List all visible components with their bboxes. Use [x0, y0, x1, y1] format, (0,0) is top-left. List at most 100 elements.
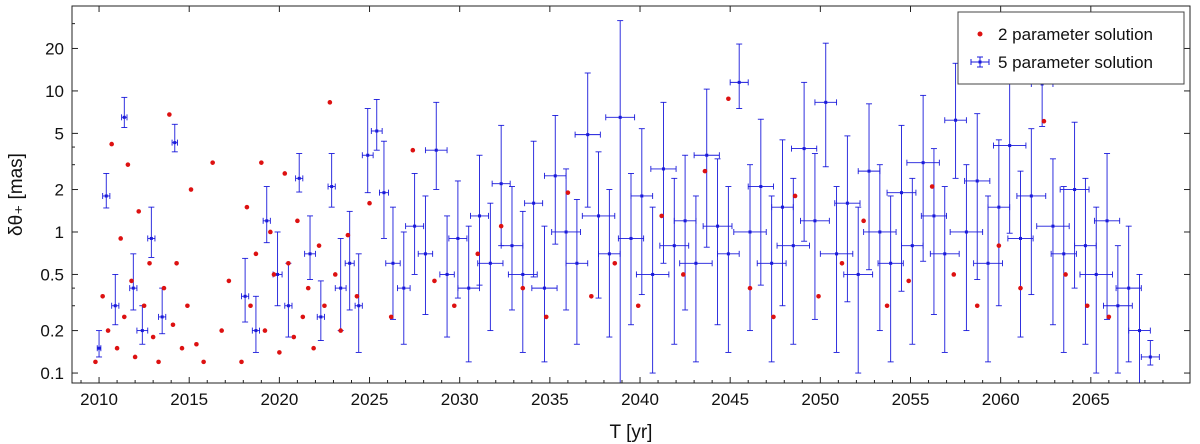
- errorbar-point: [477, 202, 504, 332]
- errorbar-point: [251, 295, 260, 353]
- errorbar-point: [843, 206, 874, 374]
- point-2-parameter: [345, 232, 351, 238]
- point-2-parameter: [565, 190, 571, 195]
- errorbar-point: [747, 118, 774, 286]
- axis-ticks: 2010 2015 2020 2025 2030 2035 2040 2045 2050 2055…: [40, 6, 1190, 409]
- point-2-parameter: [327, 100, 333, 105]
- point-2-parameter: [277, 350, 282, 355]
- errorbar-point: [272, 231, 283, 307]
- plot-frame: [71, 5, 1191, 384]
- point-2-parameter: [262, 328, 268, 333]
- errorbar-point: [800, 153, 830, 320]
- errorbar-point: [379, 140, 389, 239]
- errorbar-point: [334, 237, 347, 332]
- x-tick-label: 2015: [170, 390, 208, 409]
- point-2-parameter: [996, 243, 1002, 248]
- point-2-parameter: [612, 260, 618, 266]
- point-2-parameter: [253, 251, 259, 257]
- errorbar-point: [524, 140, 544, 278]
- point-2-parameter: [520, 285, 526, 291]
- errorbar-point: [886, 124, 917, 292]
- errorbar-point: [776, 177, 810, 345]
- errorbar-point: [901, 177, 924, 345]
- point-2-parameter: [170, 322, 176, 328]
- errorbar-point: [906, 94, 940, 262]
- errorbar-point: [574, 72, 601, 208]
- point-2-parameter: [286, 260, 291, 266]
- point-2-parameter: [322, 303, 327, 309]
- point-2-parameter: [410, 147, 416, 153]
- errorbar-point: [102, 172, 111, 209]
- errorbar-point: [987, 139, 1011, 307]
- errorbar-point: [733, 164, 767, 332]
- point-2-parameter: [136, 209, 142, 214]
- errorbar-point: [417, 195, 434, 315]
- point-2-parameter: [1063, 272, 1068, 277]
- point-2-parameter: [475, 251, 481, 257]
- point-2-parameter: [179, 345, 185, 351]
- point-2-parameter: [109, 141, 114, 147]
- errorbar-point: [531, 225, 558, 363]
- x-tick-label: 2030: [441, 390, 479, 409]
- point-2-parameter: [702, 168, 708, 174]
- point-2-parameter: [861, 218, 866, 224]
- errorbar-point: [327, 153, 336, 208]
- errorbar-point: [171, 123, 178, 153]
- errorbar-point: [405, 172, 425, 275]
- errorbar-point: [877, 195, 904, 363]
- point-2-parameter: [239, 359, 244, 365]
- y-tick-label: 0.2: [40, 322, 64, 341]
- errorbar-point: [111, 273, 120, 326]
- point-2-parameter: [291, 334, 297, 340]
- errorbar-point: [439, 215, 455, 338]
- x-tick-label: 2045: [711, 390, 749, 409]
- x-tick-label: 2035: [531, 390, 569, 409]
- errorbar-point: [679, 195, 713, 363]
- errorbar-point: [370, 99, 383, 151]
- errorbar-point: [1140, 340, 1160, 366]
- errorbar-point: [1007, 170, 1034, 338]
- point-2-parameter: [118, 236, 123, 241]
- errorbar-point: [507, 210, 538, 353]
- errorbar-point: [457, 225, 480, 363]
- point-2-parameter: [295, 218, 300, 224]
- point-2-parameter: [150, 334, 156, 340]
- point-2-parameter: [498, 223, 504, 229]
- x-tick-label: 2020: [260, 390, 298, 409]
- y-tick-label: 20: [45, 39, 64, 58]
- errorbar-point: [729, 43, 749, 109]
- point-2-parameter: [1018, 285, 1023, 291]
- point-2-parameter: [589, 293, 594, 299]
- point-2-parameter: [316, 243, 322, 248]
- legend: 2 parameter solution 5 parameter solutio…: [957, 11, 1185, 85]
- point-2-parameter: [367, 200, 372, 206]
- errorbar-point: [598, 189, 621, 338]
- errorbar-point: [771, 139, 794, 307]
- legend-marker-2-parameter: [977, 31, 983, 37]
- errorbar-point: [635, 206, 670, 374]
- errorbar-point: [121, 96, 128, 129]
- x-axis-title: T [yr]: [610, 422, 653, 443]
- point-2-parameter: [105, 328, 111, 333]
- point-2-parameter: [974, 303, 980, 309]
- errorbar-point: [543, 115, 567, 245]
- errorbar-point: [136, 305, 149, 345]
- errorbar-point: [470, 154, 489, 286]
- errorbar-point: [262, 186, 271, 244]
- errorbar-point: [834, 135, 861, 303]
- point-2-parameter: [161, 285, 167, 291]
- errorbar-point: [304, 215, 316, 281]
- point-2-parameter: [1084, 303, 1090, 309]
- data-marks: [93, 20, 1160, 384]
- y-tick-label: 2: [55, 181, 64, 200]
- errorbar-point: [1074, 177, 1097, 345]
- errorbar-point: [448, 180, 468, 299]
- point-2-parameter: [248, 303, 253, 309]
- errorbar-point: [500, 186, 524, 311]
- errorbar-point: [1102, 245, 1133, 374]
- errorbar-point: [1079, 206, 1113, 374]
- point-2-parameter: [210, 160, 215, 165]
- point-2-parameter: [388, 314, 394, 320]
- point-2-parameter: [100, 293, 105, 299]
